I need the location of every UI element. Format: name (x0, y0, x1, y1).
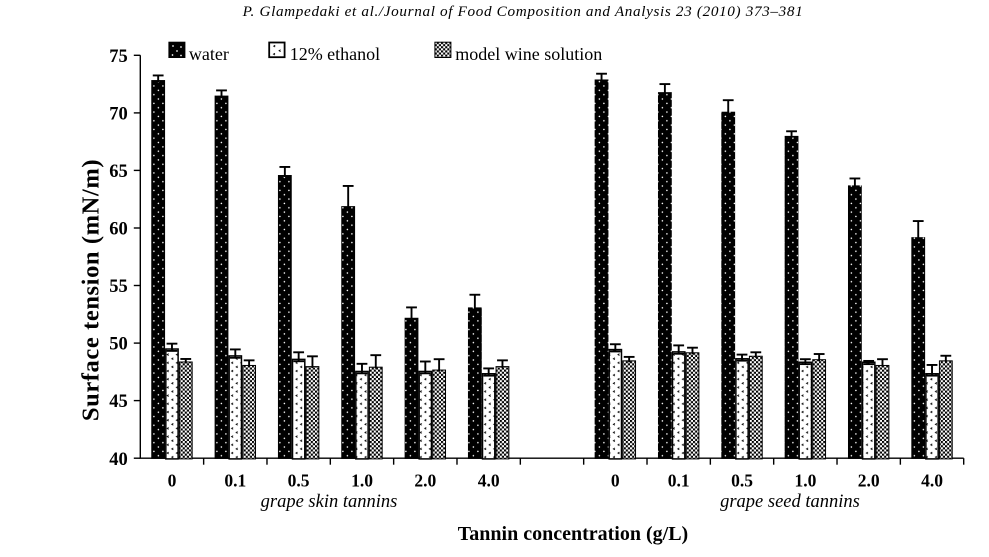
svg-text:grape seed tannins: grape seed tannins (720, 492, 860, 512)
svg-text:4.0: 4.0 (478, 470, 500, 490)
svg-text:0.1: 0.1 (224, 470, 246, 490)
svg-text:75: 75 (109, 47, 128, 67)
svg-text:water: water (189, 44, 229, 64)
svg-text:0.5: 0.5 (731, 470, 753, 490)
svg-text:2.0: 2.0 (858, 470, 880, 490)
svg-text:4.0: 4.0 (921, 470, 943, 490)
svg-text:45: 45 (109, 392, 128, 412)
svg-text:0.5: 0.5 (288, 470, 310, 490)
svg-text:model wine solution: model wine solution (455, 44, 602, 64)
svg-text:1.0: 1.0 (351, 470, 373, 490)
svg-text:70: 70 (109, 105, 128, 125)
svg-text:grape skin tannins: grape skin tannins (261, 492, 398, 512)
svg-text:0: 0 (611, 470, 620, 490)
svg-text:60: 60 (109, 220, 128, 240)
svg-text:Tannin concentration (g/L): Tannin concentration (g/L) (458, 523, 688, 545)
svg-text:0: 0 (168, 470, 177, 490)
svg-text:12% ethanol: 12% ethanol (290, 44, 380, 64)
svg-text:P. Glampedaki et al./Journal o: P. Glampedaki et al./Journal of Food Com… (242, 3, 804, 20)
svg-text:0.1: 0.1 (668, 470, 690, 490)
svg-text:Surface tension (mN/m): Surface tension (mN/m) (78, 159, 105, 421)
svg-text:1.0: 1.0 (794, 470, 816, 490)
svg-text:2.0: 2.0 (414, 470, 436, 490)
svg-text:55: 55 (109, 277, 128, 297)
svg-text:40: 40 (109, 450, 128, 470)
svg-text:65: 65 (109, 162, 128, 182)
svg-text:50: 50 (109, 335, 128, 355)
